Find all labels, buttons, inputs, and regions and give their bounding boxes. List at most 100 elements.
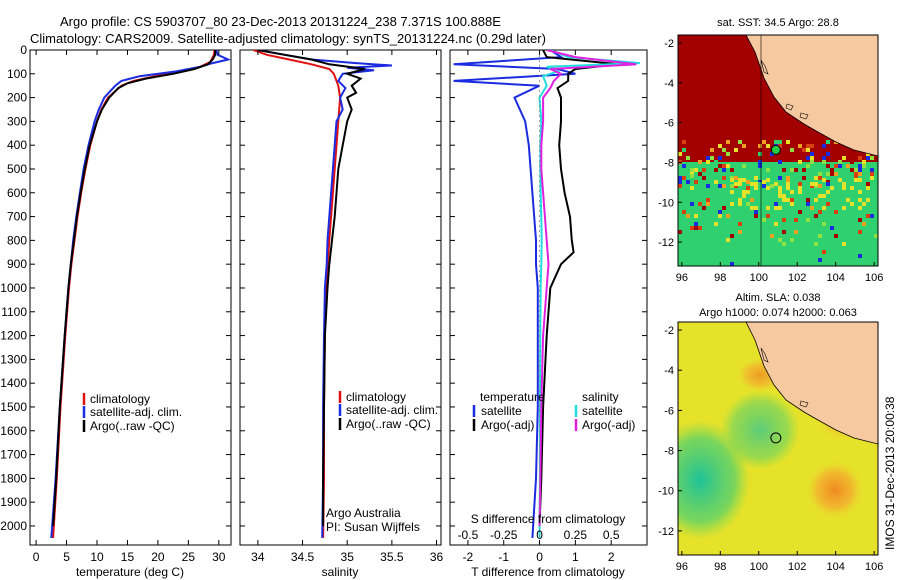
series-line-argo-adj- xyxy=(538,50,637,527)
sst-pixel xyxy=(738,178,742,182)
sst-pixel xyxy=(822,156,826,160)
sst-pixel xyxy=(678,230,682,234)
sst-pixel xyxy=(870,176,874,180)
sst-pixel xyxy=(798,190,802,194)
sst-pixel xyxy=(790,198,794,202)
sst-pixel xyxy=(774,206,778,210)
island xyxy=(799,112,809,120)
x-tick-label: 20 xyxy=(151,550,165,564)
sst-pixel xyxy=(706,144,710,148)
x-tick-label: 0 xyxy=(536,550,543,564)
sst-pixel xyxy=(734,148,738,152)
difference-legend: temperature salinity satellite Argo(-adj… xyxy=(472,390,635,432)
sst-pixel xyxy=(702,206,706,210)
sst-pixel xyxy=(826,140,830,144)
legend-heading-temperature: temperature xyxy=(480,390,545,404)
sst-pixel xyxy=(750,206,754,210)
figure-title-line2: Climatology: CARS2009. Satellite-adjuste… xyxy=(30,31,546,46)
x-tick-label: -1 xyxy=(498,550,509,564)
sst-pixel xyxy=(810,160,814,164)
sst-pixel xyxy=(738,198,742,202)
sst-pixel xyxy=(762,218,766,222)
sst-pixel xyxy=(778,160,782,164)
temperature-legend: climatology satellite-adj. clim. Argo(..… xyxy=(82,392,182,433)
sst-pixel xyxy=(730,202,734,206)
sst-pixel xyxy=(766,206,770,210)
lon-tick-label: 96 xyxy=(676,272,688,284)
sst-pixels xyxy=(678,140,878,266)
sst-pixel xyxy=(698,148,702,152)
sst-pixel xyxy=(866,156,870,160)
salinity-plot xyxy=(253,50,392,538)
x-tick-label: 25 xyxy=(182,550,196,564)
sst-pixel xyxy=(866,186,870,190)
sst-pixel xyxy=(858,254,862,258)
sst-pixel xyxy=(826,164,830,168)
sst-pixel xyxy=(790,148,794,152)
sst-pixel xyxy=(782,194,786,198)
sla-map-frame xyxy=(677,321,879,556)
sst-pixel xyxy=(682,176,686,180)
sst-pixel xyxy=(710,156,714,160)
lat-tick-label: -6 xyxy=(664,405,674,417)
sst-pixel xyxy=(786,198,790,202)
sst-pixel xyxy=(726,254,730,258)
x-tick-label: 15 xyxy=(121,550,135,564)
sst-pixel xyxy=(730,262,734,266)
depth-tick-label: 1800 xyxy=(0,471,27,485)
sst-pixel xyxy=(782,168,786,172)
sst-pixel xyxy=(774,140,778,144)
sst-pixel xyxy=(726,238,730,242)
sst-pixel xyxy=(714,168,718,172)
sla-map-subtitle: Argo h1000: 0.074 h2000: 0.063 xyxy=(699,307,857,319)
sst-pixel xyxy=(726,152,730,156)
sst-pixel xyxy=(814,214,818,218)
sst-pixel xyxy=(874,234,878,238)
sst-pixel xyxy=(714,160,718,164)
sst-pixel xyxy=(818,176,822,180)
sst-pixel xyxy=(830,210,834,214)
sst-pixel xyxy=(830,186,834,190)
sst-pixel xyxy=(746,186,750,190)
sst-pixel xyxy=(722,164,726,168)
sst-pixel xyxy=(806,164,810,168)
series-line-argo-raw-qc- xyxy=(52,50,217,527)
sst-pixel xyxy=(870,214,874,218)
sst-pixel xyxy=(734,182,738,186)
sst-pixel xyxy=(798,182,802,186)
island xyxy=(785,103,794,111)
sst-pixel xyxy=(702,168,706,172)
depth-tick-label: 2000 xyxy=(0,519,27,533)
temperature-plot xyxy=(50,50,231,538)
sst-pixel xyxy=(770,152,774,156)
salinity-panel-frame xyxy=(239,49,442,546)
sst-pixel xyxy=(750,182,754,186)
lat-tick-label: -6 xyxy=(664,118,674,130)
sst-pixel xyxy=(830,168,834,172)
sst-pixel xyxy=(842,206,846,210)
sst-pixel xyxy=(766,178,770,182)
sst-pixel xyxy=(694,222,698,226)
sst-pixel xyxy=(738,202,742,206)
series-line-argo-adj- xyxy=(538,50,619,527)
lon-tick-label: 96 xyxy=(676,561,688,573)
lat-tick-label: -10 xyxy=(658,197,674,209)
depth-axis: 0 100 200 300 400 500 600 700 800 900 1000 1100 1200… xyxy=(0,43,647,533)
sst-pixel xyxy=(766,168,770,172)
sst-pixel xyxy=(806,144,810,148)
sst-pixel xyxy=(778,186,782,190)
sst-pixel xyxy=(826,190,830,194)
sst-pixel xyxy=(690,168,694,172)
x-tick-label: 5 xyxy=(63,550,70,564)
sst-pixel xyxy=(698,202,702,206)
sst-pixel xyxy=(774,222,778,226)
sst-pixel xyxy=(722,184,726,188)
series-line-argo-raw-qc- xyxy=(257,50,366,526)
depth-tick-label: 900 xyxy=(7,257,27,271)
sst-pixel xyxy=(870,168,874,172)
sst-pixel xyxy=(806,148,810,152)
sst-pixel xyxy=(782,230,786,234)
sst-pixel xyxy=(698,160,702,164)
depth-tick-label: 800 xyxy=(7,233,27,247)
